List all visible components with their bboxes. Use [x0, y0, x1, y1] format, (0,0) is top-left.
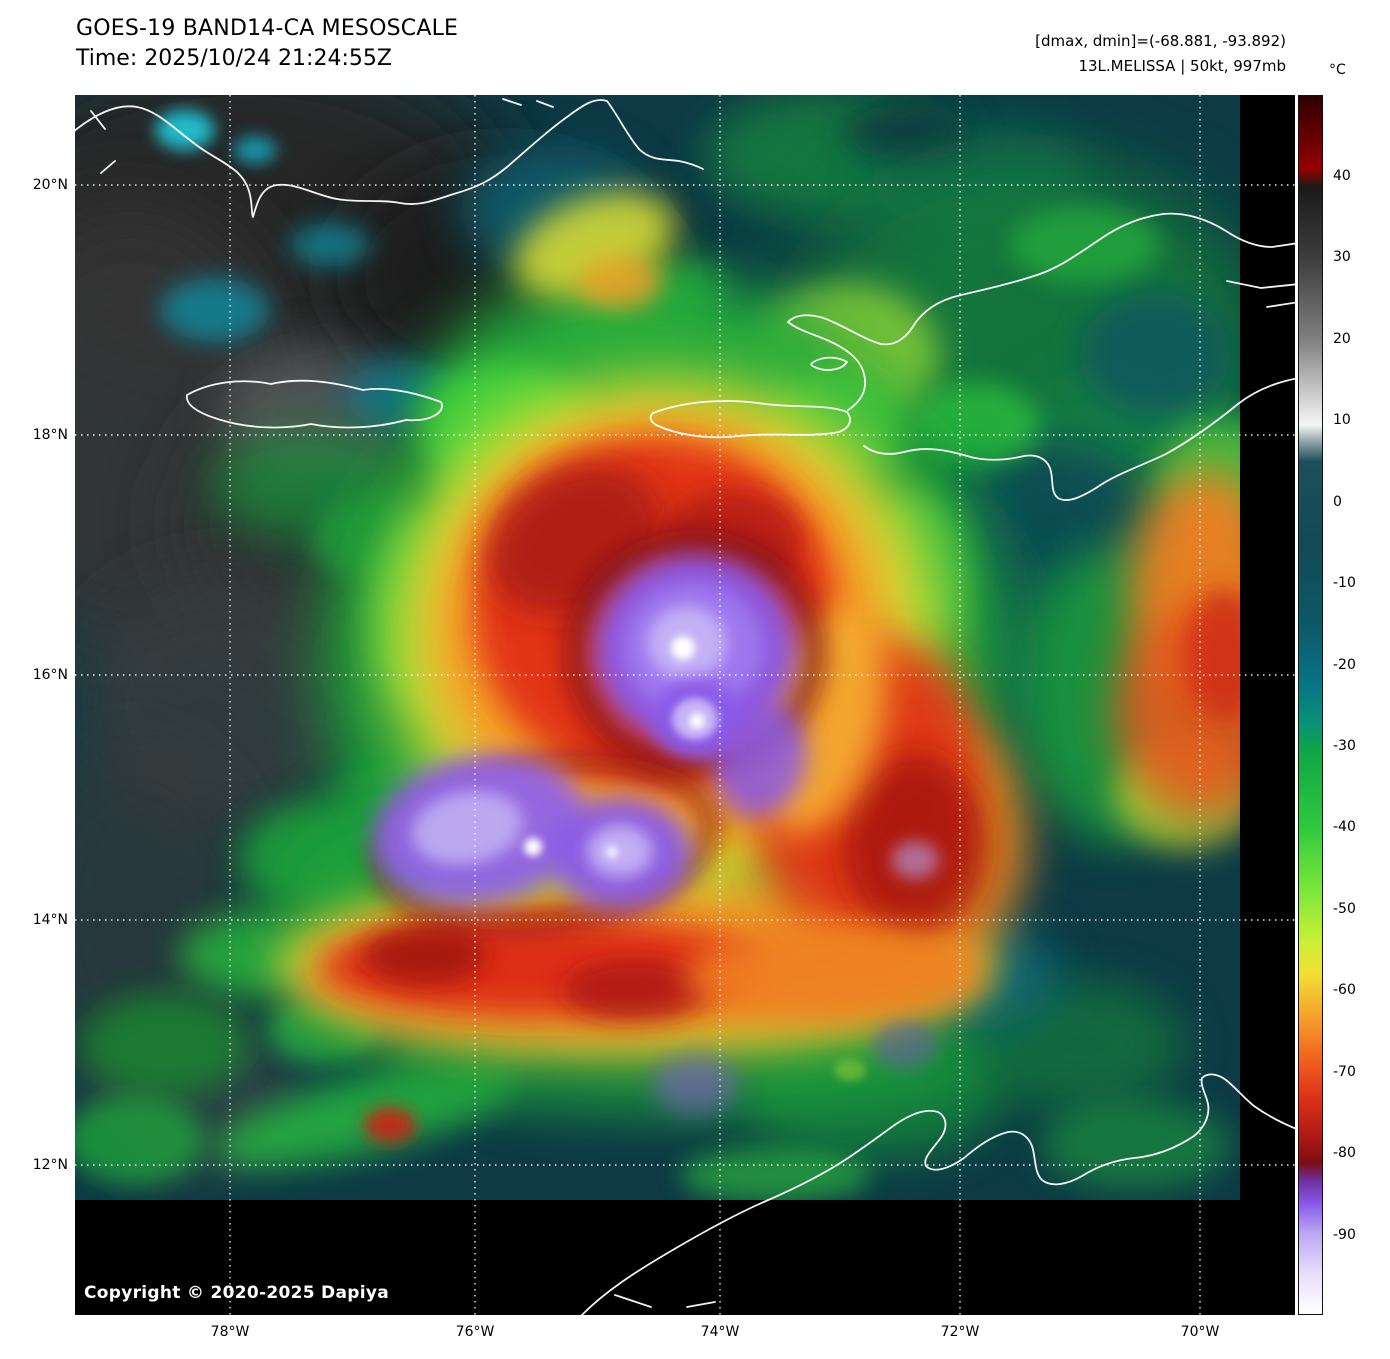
colorbar-tick-label: -40 [1333, 819, 1356, 835]
lon-label-72w: 72°W [940, 1324, 980, 1340]
lat-label-16n: 16°N [32, 667, 68, 683]
colorbar-tick-label: 10 [1333, 412, 1351, 428]
colorbar-tick-label: 30 [1333, 249, 1351, 265]
lat-label-20n: 20°N [32, 177, 68, 193]
coastlines [66, 98, 1300, 1318]
colorbar-tick-label: -60 [1333, 982, 1356, 998]
satellite-map-frame: Copyright © 2020-2025 Dapiya [66, 95, 1300, 1318]
ir-cloud-field [75, 95, 1240, 1200]
colorbar-tick-label: -10 [1333, 575, 1356, 591]
figure-time: Time: 2025/10/24 21:24:55Z [76, 46, 392, 71]
figure-title: GOES-19 BAND14-CA MESOSCALE [76, 16, 459, 41]
colorbar-tick-label: -90 [1333, 1227, 1356, 1243]
colorbar-tick-label: -80 [1333, 1145, 1356, 1161]
lat-label-12n: 12°N [32, 1157, 68, 1173]
colorbar-tick-label: -50 [1333, 901, 1356, 917]
colorbar-tick-label: 0 [1333, 494, 1342, 510]
lon-label-74w: 74°W [700, 1324, 740, 1340]
lat-label-14n: 14°N [32, 912, 68, 928]
lon-label-76w: 76°W [455, 1324, 495, 1340]
colorbar-gradient [1298, 95, 1323, 1315]
lon-label-70w: 70°W [1180, 1324, 1220, 1340]
storm-info: 13L.MELISSA | 50kt, 997mb [1078, 57, 1286, 75]
colorbar-tick-label: 20 [1333, 331, 1351, 347]
lon-label-78w: 78°W [210, 1324, 250, 1340]
colorbar-tick-label: 40 [1333, 168, 1351, 184]
copyright-text: Copyright © 2020-2025 Dapiya [84, 1283, 389, 1303]
colorbar-unit-label: °C [1329, 62, 1346, 78]
lat-label-18n: 18°N [32, 427, 68, 443]
stats-dmax-dmin: [dmax, dmin]=(-68.881, -93.892) [1035, 32, 1286, 50]
colorbar-tick-label: -20 [1333, 657, 1356, 673]
satellite-image [66, 95, 1300, 1318]
colorbar-tick-label: -70 [1333, 1064, 1356, 1080]
colorbar-tick-label: -30 [1333, 738, 1356, 754]
